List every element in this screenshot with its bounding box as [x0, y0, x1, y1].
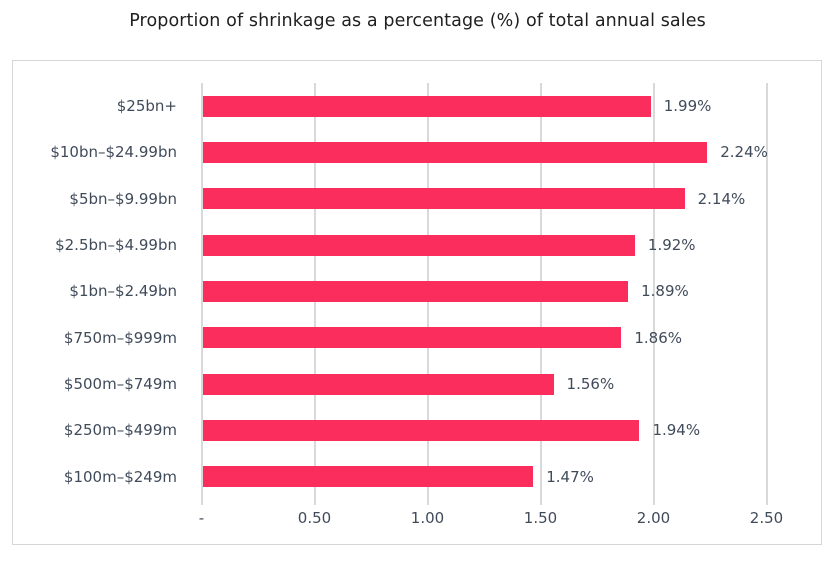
x-axis-tick-label: 2.00	[636, 509, 671, 527]
value-label: 1.86%	[634, 328, 683, 347]
value-label: 1.92%	[647, 236, 696, 254]
bar	[203, 281, 629, 302]
bar	[203, 466, 534, 488]
gridline	[653, 83, 655, 505]
x-axis-tick-label: 2.50	[749, 509, 784, 527]
category-label: $250m–$499m	[63, 421, 177, 440]
category-label: $5bn–$9.99bn	[69, 189, 177, 208]
category-label: $25bn+	[116, 97, 177, 115]
category-label: $750m–$999m	[63, 328, 177, 347]
category-label: $1bn–$2.49bn	[69, 282, 177, 301]
x-axis-tick-label: 0.50	[297, 509, 332, 527]
bar	[203, 234, 635, 256]
value-label: 2.14%	[697, 189, 746, 208]
value-label: 1.56%	[566, 375, 615, 393]
value-label: 1.94%	[652, 421, 701, 440]
bar	[203, 327, 622, 349]
category-label: $500m–$749m	[63, 375, 177, 393]
x-axis-tick-label: -	[198, 509, 205, 527]
x-axis-tick-label: 1.50	[523, 509, 558, 527]
value-label: 1.99%	[663, 97, 712, 115]
gridline	[766, 83, 768, 505]
gridline	[201, 83, 203, 505]
x-axis-tick-label: 1.00	[410, 509, 445, 527]
value-label: 2.24%	[720, 143, 768, 162]
bar	[203, 142, 708, 163]
category-label: $10bn–$24.99bn	[50, 143, 177, 162]
category-label: $100m–$249m	[63, 467, 177, 486]
category-label: $2.5bn–$4.99bn	[55, 236, 177, 254]
value-label: 1.47%	[546, 467, 594, 486]
bar	[203, 420, 640, 441]
bar	[203, 95, 651, 117]
value-label: 1.89%	[641, 282, 689, 301]
chart-title: Proportion of shrinkage as a percentage …	[129, 11, 706, 31]
chart-frame: - 0.50 1.00 1.50 2.00 2.50 $25bn+ 1.99% $10bn–$2…	[12, 60, 822, 545]
bar	[203, 188, 685, 210]
bar	[203, 373, 554, 395]
